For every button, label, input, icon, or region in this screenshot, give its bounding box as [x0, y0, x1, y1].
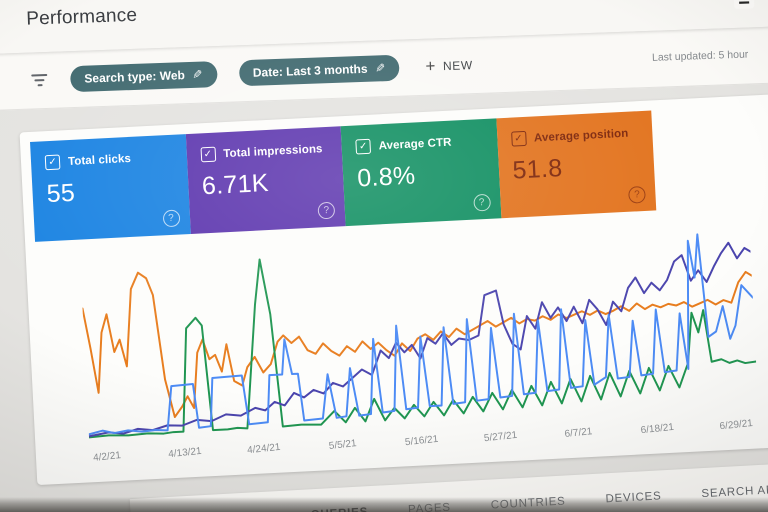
metric-label: Average position — [533, 127, 629, 144]
checkbox-icon[interactable]: ✓ — [200, 146, 216, 163]
performance-card: ✓ Total clicks 55 ? ✓ Total impressions … — [19, 90, 768, 486]
export-button[interactable] — [732, 0, 755, 10]
metric-card[interactable]: ✓ Average position 51.8 ? — [495, 110, 657, 219]
metric-card[interactable]: ✓ Total clicks 55 ? — [30, 134, 191, 242]
x-axis-label: 4/13/21 — [167, 445, 203, 461]
x-axis-label: 5/16/21 — [404, 433, 439, 449]
content-area: ✓ Total clicks 55 ? ✓ Total impressions … — [0, 81, 768, 512]
metric-cards-row: ✓ Total clicks 55 ? ✓ Total impressions … — [30, 110, 657, 242]
help-icon[interactable]: ? — [317, 201, 336, 220]
page-title: Performance — [25, 4, 138, 30]
tab-pages[interactable]: PAGES — [407, 501, 452, 512]
download-icon — [733, 0, 755, 9]
chart-area: 4/2/21 4/13/21 4/24/21 5/5/21 5/16/21 5/… — [80, 220, 760, 471]
x-axis-label: 4/2/21 — [92, 450, 122, 464]
metric-value: 55 — [45, 178, 76, 209]
checkbox-icon[interactable]: ✓ — [44, 154, 61, 171]
new-filter-label: NEW — [442, 58, 474, 74]
metric-label: Total impressions — [223, 142, 323, 160]
plus-icon: + — [425, 56, 437, 76]
metric-card[interactable]: ✓ Average CTR 0.8% ? — [340, 118, 501, 227]
filter-chip-label: Date: Last 3 months — [252, 61, 368, 80]
performance-chart — [81, 233, 758, 439]
checkbox-icon[interactable]: ✓ — [355, 138, 372, 155]
metric-value: 51.8 — [511, 154, 564, 185]
filter-chip-search-type[interactable]: Search type: Web ✎ — [69, 61, 218, 93]
filter-chip-date[interactable]: Date: Last 3 months ✎ — [238, 54, 400, 87]
tab-devices[interactable]: DEVICES — [605, 490, 662, 506]
x-axis-label: 6/18/21 — [640, 421, 675, 437]
tab-queries[interactable]: QUERIES — [311, 506, 369, 512]
help-icon[interactable]: ? — [628, 185, 646, 204]
filter-chip-label: Search type: Web — [84, 68, 186, 86]
tab-countries[interactable]: COUNTRIES — [490, 495, 566, 512]
last-updated-text: Last updated: 5 hour — [651, 48, 749, 64]
metric-label: Average CTR — [378, 136, 452, 152]
filter-icon[interactable] — [30, 73, 48, 87]
edit-pencil-icon[interactable]: ✎ — [192, 67, 204, 82]
x-axis-label: 5/5/21 — [328, 438, 358, 452]
help-icon[interactable]: ? — [472, 193, 491, 212]
checkbox-icon[interactable]: ✓ — [510, 130, 527, 147]
new-filter-button[interactable]: + NEW — [425, 55, 473, 77]
metric-card[interactable]: ✓ Total impressions 6.71K ? — [185, 126, 346, 234]
metric-label: Total clicks — [67, 152, 132, 168]
x-axis-label: 6/29/21 — [718, 417, 753, 433]
edit-pencil-icon[interactable]: ✎ — [375, 61, 386, 76]
tab-search-appearance[interactable]: SEARCH APPEARANCE — [701, 480, 768, 501]
x-axis-label: 4/24/21 — [246, 441, 282, 457]
metric-value: 6.71K — [201, 168, 270, 201]
help-icon[interactable]: ? — [162, 209, 180, 228]
x-axis-label: 5/27/21 — [483, 429, 518, 445]
page-header: Performance — [0, 0, 768, 56]
metric-value: 0.8% — [356, 161, 417, 193]
x-axis-label: 6/7/21 — [564, 426, 593, 440]
